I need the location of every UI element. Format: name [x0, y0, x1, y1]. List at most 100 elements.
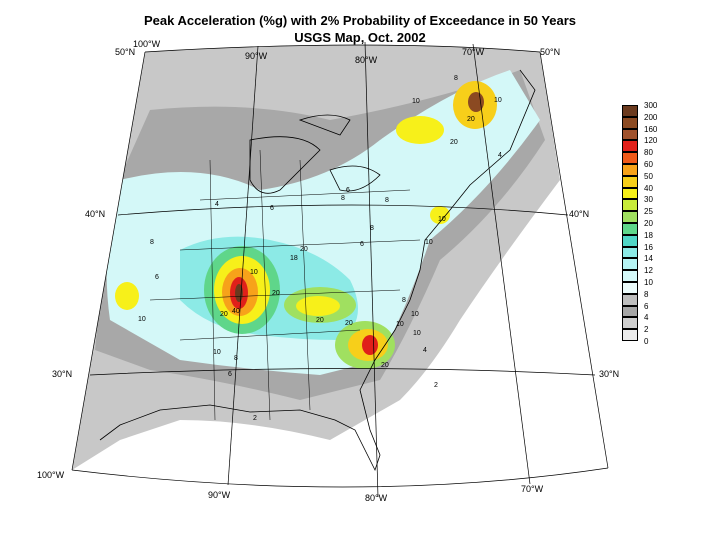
contour-label: 6 [155, 274, 159, 281]
contour-label: 10 [494, 97, 502, 104]
legend-swatch [622, 246, 638, 259]
contour-label: 8 [341, 195, 345, 202]
lon-label-80-bottom: 80°W [365, 493, 388, 503]
contour-label: 4 [498, 152, 502, 159]
legend-swatch [622, 270, 638, 282]
legend-swatch [622, 128, 638, 141]
east-tennessee-inner [296, 296, 340, 316]
map-title: Peak Acceleration (%g) with 2% Probabili… [0, 12, 720, 46]
lat-30-line [89, 368, 596, 376]
title-line-1: Peak Acceleration (%g) with 2% Probabili… [143, 13, 577, 28]
lon-100-line [71, 51, 146, 471]
lon-60-line [539, 51, 609, 469]
legend-swatch [622, 223, 638, 235]
legend-label: 120 [644, 136, 658, 146]
contour-label: 4 [423, 347, 427, 354]
contour-label: 10 [213, 349, 221, 356]
contour-label: 8 [370, 225, 374, 232]
contour-label: 4 [215, 201, 219, 208]
contour-label: 8 [385, 197, 389, 204]
contour-label: 20 [316, 317, 324, 324]
legend-label: 60 [644, 160, 653, 169]
legend-label: 6 [644, 301, 649, 311]
contour-label: 6 [270, 205, 274, 212]
lon-80-line [364, 41, 379, 498]
lat-50-line [144, 44, 541, 53]
contour-label: 8 [150, 239, 154, 246]
legend-label: 16 [644, 242, 653, 252]
legend-label: 8 [644, 289, 649, 299]
lon-label-70-top: 70°W [462, 47, 485, 57]
legend-label: 20 [644, 219, 653, 228]
legend-swatch [622, 175, 638, 188]
lat-label-50-right: 50°N [540, 47, 561, 57]
legend-label: 0 [644, 337, 649, 346]
legend-label: 50 [644, 171, 653, 181]
legend-swatch [622, 105, 638, 117]
map-bottom-arc [71, 467, 609, 488]
legend-swatch [622, 116, 638, 129]
legend-label: 14 [644, 254, 653, 264]
legend-label: 25 [644, 207, 653, 217]
contour-label: 8 [234, 355, 238, 362]
lat-label-40-left: 40°N [85, 209, 106, 219]
contour-label: 6 [228, 371, 232, 378]
legend-swatch [622, 211, 638, 223]
lon-label-100-top: 100°W [133, 39, 161, 49]
contour-label: 20 [220, 311, 228, 318]
wabash-zone [115, 282, 139, 310]
charleston-core [362, 335, 378, 355]
contour-label: 18 [290, 255, 298, 262]
state-lines [149, 149, 421, 421]
lat-label-30-right: 30°N [599, 369, 620, 379]
contour-label: 2 [434, 382, 438, 389]
contour-label: 10 [411, 311, 419, 318]
contour-label: 6 [346, 187, 350, 194]
contour-label: 8 [454, 75, 458, 82]
lon-label-90-bottom: 90°W [208, 490, 231, 500]
contour-label: 20 [467, 116, 475, 123]
contour-label: 10 [438, 216, 446, 223]
contour-label: 20 [381, 362, 389, 369]
legend-swatch [622, 282, 638, 294]
graticule [71, 41, 609, 498]
legend-label: 300 [644, 101, 658, 110]
legend-label: 2 [644, 325, 649, 335]
legend-swatch [622, 199, 638, 212]
contour-label: 10 [425, 239, 433, 246]
contour-labels: 10 10 8 4 4 6 8 6 6 8 8 10 10 10 20 20 2… [138, 75, 502, 422]
ottawa-zone [396, 116, 444, 144]
lat-40-line [117, 204, 569, 216]
legend-label: 18 [644, 230, 653, 240]
legend-label: 30 [644, 195, 653, 205]
legend-swatch [622, 317, 638, 330]
lon-70-line [472, 43, 531, 485]
legend-label: 40 [644, 183, 653, 193]
contour-label: 10 [413, 330, 421, 337]
legend-swatch [622, 152, 638, 164]
lat-label-30-left: 30°N [52, 369, 73, 379]
legend-swatch [622, 258, 638, 271]
contour-label: 10 [396, 321, 404, 328]
contour-label: 6 [360, 241, 364, 248]
lat-label-40-right: 40°N [569, 209, 590, 219]
lon-90-line [227, 45, 259, 486]
legend-swatch [622, 305, 638, 318]
legend-label: 12 [644, 266, 653, 276]
legend-label: 10 [644, 278, 653, 287]
contour-label: 40 [232, 308, 240, 315]
legend-swatch [622, 164, 638, 176]
legend-swatch [622, 234, 638, 247]
legend-swatch [622, 293, 638, 306]
contour-label: 10 [138, 316, 146, 323]
legend-swatch [622, 140, 638, 153]
newyork-zone [430, 206, 450, 224]
contour-label: 2 [253, 415, 257, 422]
great-lakes [249, 114, 381, 194]
contour-label: 8 [402, 297, 406, 304]
lon-label-90-top: 90°W [245, 51, 268, 61]
lon-label-70-bottom: 70°W [521, 484, 544, 494]
contour-label: 10 [412, 98, 420, 105]
lon-label-80-top: 80°W [355, 55, 378, 65]
